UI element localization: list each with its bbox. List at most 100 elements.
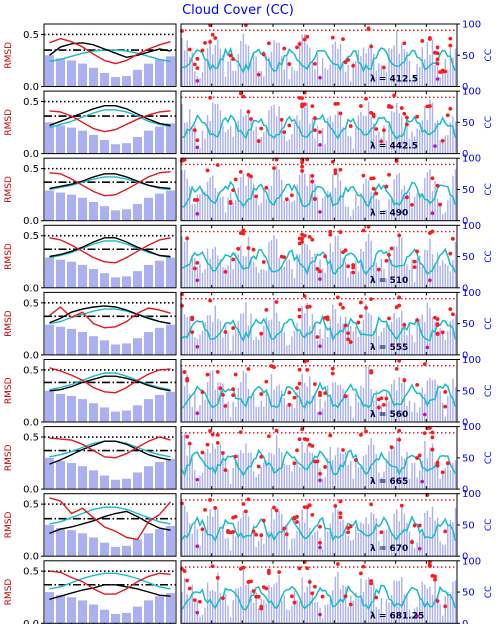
monthly-cc-time-bar (393, 446, 395, 490)
red-point (297, 566, 302, 571)
red-point (231, 57, 236, 61)
monthly-cc-time-bar (252, 524, 255, 557)
monthly-cc-time-bar (362, 523, 365, 557)
red-point (292, 600, 297, 605)
red-point (384, 184, 389, 189)
monthly-cc-time-bar (352, 148, 354, 154)
monthly-cc-time-bar (357, 402, 360, 422)
monthly-cc-time-bar (191, 204, 193, 221)
monthly-cc-time-bar (408, 191, 411, 221)
red-point (443, 69, 448, 74)
monthly-cc-time-bar (403, 266, 406, 288)
red-point (343, 323, 348, 328)
monthly-cc-time-bar (396, 581, 398, 624)
monthly-cc-time-bar (270, 587, 273, 624)
red-point (249, 117, 253, 121)
monthly-cc-bar (66, 60, 77, 87)
red-point (256, 464, 261, 469)
monthly-cc-time-bar (255, 56, 257, 87)
monthly-cc-time-bar (273, 234, 275, 288)
monthly-cc-time-bar (390, 197, 393, 221)
cyan-time-series-line (181, 515, 457, 543)
monthly-cc-bar (99, 542, 110, 557)
red-point (231, 393, 236, 398)
monthly-cc-time-bar (255, 126, 257, 154)
red-point (394, 366, 399, 371)
monthly-cc-bar (110, 344, 121, 355)
red-point (315, 335, 320, 339)
red-point (261, 260, 266, 264)
monthly-cc-time-bar (439, 328, 441, 355)
monthly-cc-time-bar (250, 395, 252, 422)
red-point (297, 437, 302, 442)
cc-tick-label: 100 (462, 221, 481, 232)
monthly-cc-time-bar (454, 48, 457, 87)
monthly-cc-time-bar (189, 263, 191, 288)
red-series-line (49, 306, 171, 329)
monthly-cc-time-bar (235, 588, 237, 624)
red-point (264, 185, 269, 190)
cc-tick-label: 50 (462, 588, 475, 599)
monthly-cc-time-bar (183, 122, 186, 154)
red-point (422, 362, 427, 367)
cc-tick-label: 0 (462, 485, 468, 496)
monthly-cc-time-bar (347, 135, 349, 154)
cc-tick-label: 0 (462, 552, 468, 563)
cyan-series-line (49, 308, 171, 325)
red-point (266, 568, 271, 573)
monthly-cc-time-bar (385, 278, 388, 288)
red-point (282, 526, 287, 531)
red-point (379, 530, 384, 535)
monthly-cc-time-bar (370, 117, 372, 154)
monthly-cc-time-bar (206, 248, 209, 288)
monthly-cc-time-bar (452, 463, 454, 490)
red-point (246, 580, 251, 584)
monthly-cc-time-bar (196, 482, 199, 490)
wavelength-label: λ = 560 (370, 410, 408, 420)
monthly-cc-time-bar (350, 540, 352, 557)
monthly-cc-time-bar (454, 507, 457, 557)
monthly-cc-time-bar (217, 103, 219, 154)
monthly-cc-time-bar (222, 125, 224, 154)
monthly-cc-time-bar (224, 593, 227, 624)
red-series-line (49, 110, 171, 133)
cc-tick-label: 100 (462, 20, 481, 31)
red-point (213, 506, 218, 510)
monthly-cc-time-bar (444, 263, 446, 288)
monthly-cc-time-bar (393, 179, 395, 221)
monthly-cc-time-bar (217, 192, 219, 221)
monthly-cc-time-bar (268, 584, 270, 624)
monthly-cc-time-bar (242, 313, 245, 355)
monthly-cc-time-bar (360, 192, 362, 221)
monthly-cc-time-bar (327, 263, 329, 288)
red-point (195, 260, 200, 265)
monthly-cc-time-bar (283, 332, 285, 355)
monthly-cc-bar (88, 201, 99, 221)
monthly-cc-time-bar (286, 201, 288, 221)
monthly-cc-time-bar (219, 320, 222, 355)
monthly-cc-time-bar (329, 599, 331, 624)
monthly-cc-time-bar (293, 200, 296, 221)
monthly-cc-time-bar (240, 245, 242, 288)
monthly-cc-time-bar (222, 524, 224, 557)
monthly-cc-time-bar (334, 455, 337, 490)
monthly-cc-time-bar (375, 198, 377, 221)
rmsd-axis-label: RMSD (4, 109, 14, 136)
red-series-line (49, 436, 171, 459)
monthly-cc-time-bar (398, 232, 400, 288)
monthly-cc-time-bar (431, 594, 434, 624)
cc-axis-label: CC (484, 116, 494, 129)
cyan-time-series-line (181, 584, 457, 611)
monthly-cc-time-bar (237, 187, 239, 221)
monthly-cc-time-bar (344, 71, 347, 87)
red-point (220, 596, 225, 601)
monthly-cc-time-bar (434, 263, 436, 288)
monthly-cc-time-bar (270, 240, 273, 288)
monthly-cc-time-bar (183, 577, 186, 624)
monthly-cc-time-bar (283, 398, 285, 422)
monthly-cc-time-bar (181, 500, 183, 557)
red-point (310, 173, 315, 178)
monthly-cc-time-bar (309, 527, 311, 557)
monthly-cc-bar (66, 463, 77, 490)
